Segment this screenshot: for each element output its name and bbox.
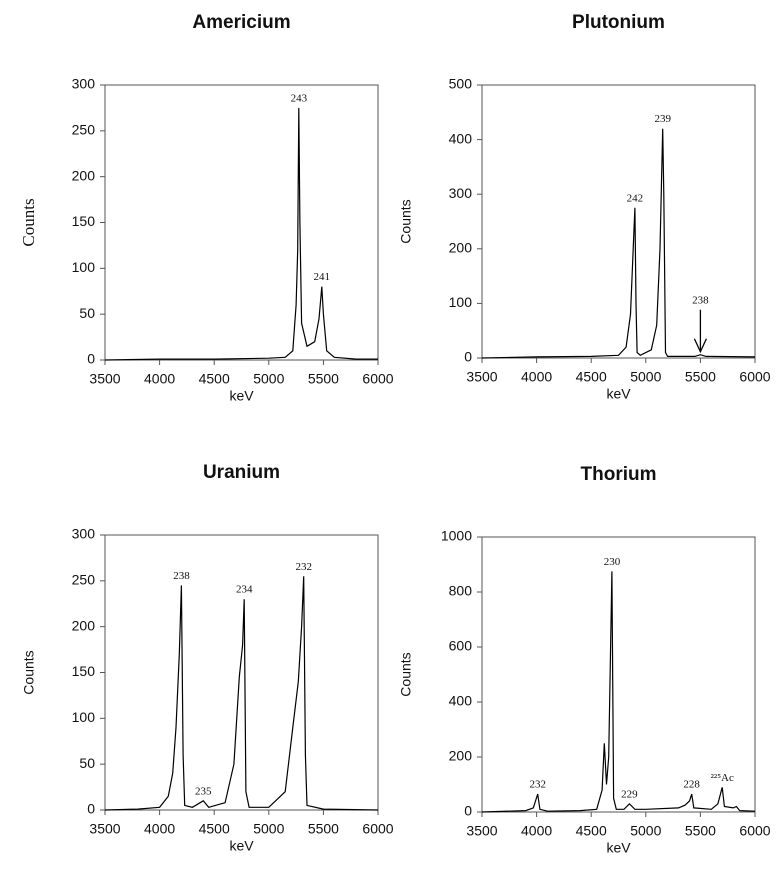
- x-tick-label: 3500: [466, 369, 497, 385]
- x-tick-label: 4500: [576, 369, 607, 385]
- chart-title: Thorium: [581, 464, 657, 485]
- y-tick-label: 100: [72, 259, 96, 275]
- x-axis-label: keV: [229, 838, 254, 854]
- y-tick-label: 100: [449, 294, 473, 310]
- y-tick-label: 50: [79, 755, 95, 771]
- x-tick-label: 5000: [630, 369, 661, 385]
- x-tick-label: 4500: [199, 371, 230, 387]
- x-tick-label: 3500: [89, 371, 120, 387]
- y-tick-label: 400: [449, 130, 473, 146]
- y-tick-label: 400: [449, 693, 473, 709]
- x-tick-label: 4000: [521, 369, 552, 385]
- y-tick-label: 300: [72, 526, 96, 542]
- spectrum-line: [481, 128, 756, 359]
- y-axis-label: Counts: [398, 199, 414, 243]
- x-tick-label: 5500: [685, 369, 716, 385]
- annotation: 232: [529, 779, 546, 791]
- y-axis-label: Counts: [21, 650, 37, 694]
- annotation: 243: [291, 92, 308, 104]
- annotation: ²²⁵Ac: [711, 772, 734, 784]
- plot-frame: [104, 84, 379, 361]
- annotation: 234: [236, 584, 253, 596]
- annotation: 239: [654, 113, 671, 125]
- plot-frame: [481, 84, 756, 359]
- y-tick-label: 200: [72, 617, 96, 633]
- annotation: 229: [621, 788, 638, 800]
- annotation: 230: [604, 556, 621, 568]
- x-tick-label: 4500: [576, 823, 607, 839]
- y-tick-label: 100: [72, 709, 96, 725]
- annotation: 242: [627, 192, 644, 204]
- y-tick-label: 200: [72, 167, 96, 183]
- y-tick-label: 50: [79, 305, 95, 321]
- chart-panel: Plutonium 3500 4000 4500 5000 5500 6000 0 100 200…: [398, 12, 771, 402]
- y-tick-label: 0: [87, 801, 95, 817]
- y-axis-label: Counts: [19, 198, 38, 246]
- x-tick-label: 5000: [253, 371, 284, 387]
- y-tick-label: 0: [464, 349, 472, 365]
- y-tick-label: 250: [72, 122, 96, 138]
- y-tick-label: 300: [449, 185, 473, 201]
- y-tick-label: 0: [87, 351, 95, 367]
- annotation: 238: [173, 570, 190, 582]
- annotation: 232: [295, 561, 312, 573]
- plot-frame: [104, 534, 379, 811]
- chart-title: Uranium: [203, 462, 280, 483]
- x-tick-label: 6000: [362, 371, 393, 387]
- annotation: 241: [314, 271, 331, 283]
- y-tick-label: 1000: [441, 528, 472, 544]
- y-tick-label: 800: [449, 583, 473, 599]
- x-tick-label: 6000: [739, 823, 770, 839]
- x-tick-label: 3500: [466, 823, 497, 839]
- spectrum-line: [104, 576, 379, 811]
- x-tick-label: 4000: [144, 821, 175, 837]
- x-tick-label: 5000: [253, 821, 284, 837]
- x-tick-label: 5500: [685, 823, 716, 839]
- x-tick-label: 4500: [199, 821, 230, 837]
- x-axis-label: keV: [606, 840, 631, 856]
- y-tick-label: 0: [464, 803, 472, 819]
- x-tick-label: 5500: [308, 821, 339, 837]
- plot-frame: [481, 536, 756, 813]
- x-tick-label: 3500: [89, 821, 120, 837]
- y-axis-label: Counts: [398, 652, 414, 696]
- chart-title: Plutonium: [572, 12, 665, 33]
- x-axis-label: keV: [229, 388, 254, 404]
- annotation: 228: [683, 779, 700, 791]
- y-tick-label: 150: [72, 213, 96, 229]
- annotation: 235: [195, 785, 212, 797]
- chart-panel: Thorium 3500 4000 4500 5000 5500 6000 0 200 400 60…: [398, 464, 771, 856]
- y-tick-label: 250: [72, 572, 96, 588]
- y-tick-label: 300: [72, 76, 96, 92]
- y-tick-label: 500: [449, 76, 473, 92]
- chart-panel: Americium 3500 4000 4500 5000 5500 6000 0 50 100 1…: [19, 12, 394, 404]
- y-tick-label: 600: [449, 638, 473, 654]
- spectrum-line: [104, 107, 378, 361]
- x-tick-label: 5000: [630, 823, 661, 839]
- x-tick-label: 4000: [144, 371, 175, 387]
- x-tick-label: 6000: [739, 369, 770, 385]
- x-tick-label: 6000: [362, 821, 393, 837]
- annotation-arrowhead: [693, 338, 707, 354]
- y-tick-label: 200: [449, 748, 473, 764]
- chart-title: Americium: [192, 12, 290, 33]
- x-tick-label: 4000: [521, 823, 552, 839]
- y-tick-label: 150: [72, 663, 96, 679]
- annotation: 238: [692, 294, 709, 306]
- y-tick-label: 200: [449, 240, 473, 256]
- x-tick-label: 5500: [308, 371, 339, 387]
- x-axis-label: keV: [606, 386, 631, 402]
- chart-panel: Uranium 3500 4000 4500 5000 5500 6000 0 50 100 150…: [21, 462, 394, 854]
- spectrum-line: [481, 571, 756, 813]
